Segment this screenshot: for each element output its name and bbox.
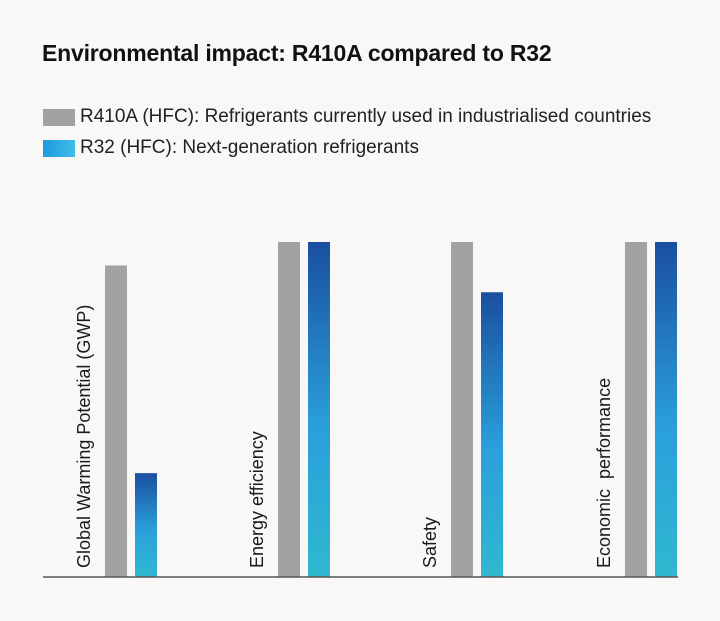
category-label-economic-performance: Economic performance bbox=[594, 378, 614, 568]
bar-r32-energy-efficiency bbox=[308, 242, 330, 577]
legend-swatch-r32 bbox=[43, 139, 75, 157]
category-label-energy-efficiency: Energy efficiency bbox=[247, 431, 267, 568]
legend-item-r410a: R410A (HFC): Refrigerants currently used… bbox=[43, 106, 651, 128]
legend-label-r32: R32 (HFC): Next-generation refrigerants bbox=[80, 137, 419, 158]
category-label-safety: Safety bbox=[420, 517, 440, 568]
bar-r32-safety bbox=[481, 292, 503, 577]
bar-r32-global-warming-potential-gwp bbox=[135, 473, 157, 577]
bar-r410a-economic-performance bbox=[625, 242, 647, 577]
category-label-global-warming-potential-gwp: Global Warming Potential (GWP) bbox=[74, 305, 94, 568]
legend-swatch-r410a bbox=[43, 108, 75, 126]
legend-label-r410a: R410A (HFC): Refrigerants currently used… bbox=[80, 106, 652, 127]
legend-item-r32: R32 (HFC): Next-generation refrigerants bbox=[43, 137, 651, 159]
chart-title: Environmental impact: R410A compared to … bbox=[42, 40, 552, 66]
bar-r410a-global-warming-potential-gwp bbox=[105, 265, 127, 577]
bar-r32-economic-performance bbox=[655, 242, 677, 577]
bar-r410a-safety bbox=[451, 242, 473, 577]
bar-r410a-energy-efficiency bbox=[278, 242, 300, 577]
legend: R410A (HFC): Refrigerants currently used… bbox=[43, 106, 651, 168]
